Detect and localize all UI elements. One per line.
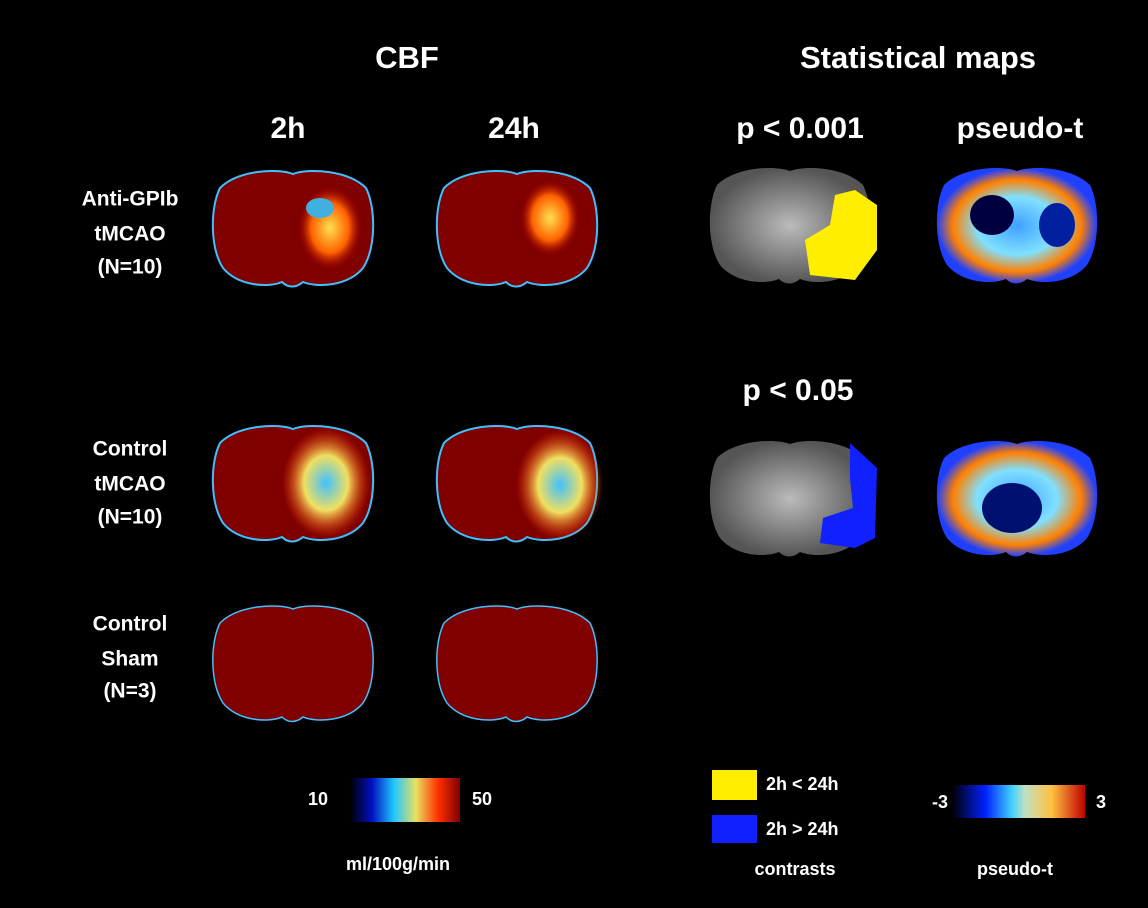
legend-item: 2h < 24h xyxy=(766,774,839,794)
colorbar-max: 3 xyxy=(1096,792,1106,812)
colorbar-label: pseudo-t xyxy=(977,859,1053,879)
colorbar-min: 10 xyxy=(308,789,328,809)
cbf-map xyxy=(437,426,604,542)
cbf-map xyxy=(437,171,597,287)
p-map xyxy=(710,441,877,557)
column-label: 24h xyxy=(488,112,540,145)
row-label: tMCAO xyxy=(94,473,165,496)
row-label: tMCAO xyxy=(94,223,165,246)
p-map xyxy=(710,168,877,284)
row-label: Control xyxy=(93,613,168,636)
pseudo-t-colorbar xyxy=(952,785,1085,818)
cbf-map xyxy=(437,606,597,722)
column-label: p < 0.001 xyxy=(736,112,864,145)
column-label: 2h xyxy=(270,112,305,145)
row-label: Sham xyxy=(101,648,158,671)
cbf-colorbar xyxy=(350,778,460,822)
legend-label: contrasts xyxy=(754,859,835,879)
cbf-map xyxy=(213,606,373,722)
pseudo-t-map xyxy=(937,168,1097,284)
column-label: pseudo-t xyxy=(957,112,1084,145)
legend-item: 2h > 24h xyxy=(766,819,839,839)
colorbar-min: -3 xyxy=(932,792,948,812)
header: CBF xyxy=(375,40,439,75)
legend-swatch xyxy=(712,815,757,843)
colorbar-label: ml/100g/min xyxy=(346,854,450,874)
pseudo-t-map xyxy=(937,441,1097,557)
legend-swatch xyxy=(712,770,757,800)
cbf-map xyxy=(213,171,373,287)
row-label: Anti-GPIb xyxy=(82,188,179,211)
header: Statistical maps xyxy=(800,40,1036,75)
row-label: (N=10) xyxy=(98,256,163,279)
row-label: (N=3) xyxy=(103,680,156,703)
row-label: (N=10) xyxy=(98,506,163,529)
colorbar-max: 50 xyxy=(472,789,492,809)
page: CBF Statistical maps 2h 24h p < 0.001 ps… xyxy=(0,0,1148,908)
row-label: Control xyxy=(93,438,168,461)
cbf-map xyxy=(213,426,373,542)
figure: CBF Statistical maps 2h 24h p < 0.001 ps… xyxy=(0,0,1148,908)
column-label: p < 0.05 xyxy=(743,374,854,407)
